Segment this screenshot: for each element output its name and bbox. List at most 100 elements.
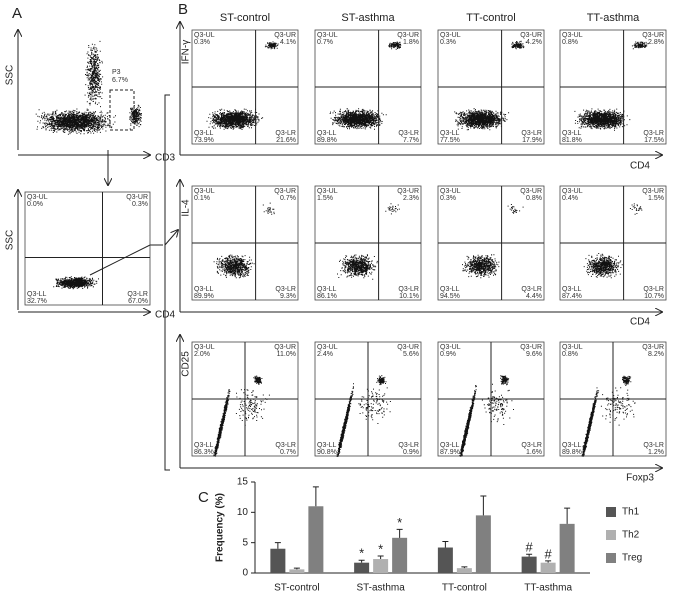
quadrant-value: 86.3% [194, 449, 214, 456]
x-tick-label: ST-control [274, 583, 320, 594]
quadrant-name: Q3-LR [643, 442, 664, 449]
quadrant-value: 0.8% [562, 351, 578, 358]
quadrant-value: 4.4% [526, 293, 542, 300]
quadrant-name: Q3-UL [317, 344, 338, 351]
quadrant-name: Q3-LR [275, 286, 296, 293]
bar [392, 537, 408, 573]
quadrant-value: 1.2% [648, 449, 664, 456]
quadrant-name: Q3-UR [642, 32, 664, 39]
quadrant-name: Q3-UL [562, 188, 583, 195]
quadrant-name: Q3-LL [317, 442, 337, 449]
quadrant-name: Q3-UL [440, 188, 461, 195]
quadrant-name: Q3-UL [317, 188, 338, 195]
event-dots [213, 254, 255, 279]
y-tick-label: 0 [242, 568, 248, 579]
quadrant-name: Q3-UL [440, 344, 461, 351]
event-dots [511, 40, 527, 50]
quadrant-value: 21.6% [276, 137, 296, 144]
event-dots [600, 387, 636, 426]
event-dots [629, 203, 643, 215]
quadrant-value: 1.5% [317, 195, 333, 202]
quadrant-name: Q3-LR [643, 130, 664, 137]
event-dots [462, 254, 500, 279]
event-dots [84, 40, 104, 108]
significance-marker: # [526, 540, 534, 555]
quadrant-name: Q3-UR [642, 188, 664, 195]
error-bar [377, 555, 384, 560]
quadrant-name: Q3-LL [562, 286, 582, 293]
error-bar [358, 559, 365, 563]
panel-label: B [178, 1, 188, 18]
quadrant-value: 0.3% [132, 201, 148, 208]
quadrant-name: Q3-UR [520, 188, 542, 195]
quadrant-value: 1.8% [403, 39, 419, 46]
quadrant-value: 10.7% [644, 293, 664, 300]
y-tick-label: 5 [242, 537, 248, 548]
event-dots [454, 108, 510, 131]
quadrant-value: 4.1% [280, 39, 296, 46]
quadrant-name: Q3-LR [398, 286, 419, 293]
panel-label: C [198, 489, 209, 506]
quadrant-value: 7.7% [403, 137, 419, 144]
quadrant-value: 17.5% [644, 137, 664, 144]
quadrant-value: 10.1% [399, 293, 419, 300]
bar [475, 515, 491, 573]
significance-marker: * [359, 546, 364, 561]
bar [270, 548, 286, 573]
quadrant-value: 0.7% [280, 195, 296, 202]
quadrant-value: 2.4% [317, 351, 333, 358]
quadrant-name: Q3-LL [194, 130, 214, 137]
event-dots [583, 253, 623, 279]
quadrant-value: 94.5% [440, 293, 460, 300]
event-dots [253, 375, 263, 385]
quadrant-name: Q3-UR [126, 194, 148, 201]
quadrant-value: 0.7% [317, 39, 333, 46]
quadrant-name: Q3-LR [275, 442, 296, 449]
quadrant-value: 0.3% [440, 195, 456, 202]
axis-label: SSC [5, 65, 16, 86]
quadrant-value: 67.0% [128, 298, 148, 305]
quadrant-name: Q3-LR [275, 130, 296, 137]
quadrant-value: 8.2% [648, 351, 664, 358]
event-dots [481, 383, 514, 425]
error-bar [564, 507, 571, 524]
panel-label: A [12, 5, 22, 22]
error-bar [480, 495, 487, 516]
quadrant-value: 87.4% [562, 293, 582, 300]
quadrant-name: Q3-LL [562, 130, 582, 137]
event-dots [129, 104, 142, 130]
event-dots [264, 41, 279, 50]
event-dots [235, 389, 270, 426]
event-dots [507, 204, 524, 214]
significance-marker: # [545, 546, 553, 561]
event-dots [262, 202, 275, 215]
quadrant-name: Q3-LL [562, 442, 582, 449]
event-dots [622, 375, 632, 386]
quadrant-name: Q3-LL [440, 442, 460, 449]
quadrant-value: 90.8% [317, 449, 337, 456]
quadrant-value: 86.1% [317, 293, 337, 300]
quadrant-value: 32.7% [27, 298, 47, 305]
plot-frame [24, 191, 151, 306]
axis-label: CD3 [155, 153, 175, 164]
legend-label: Th2 [622, 530, 640, 541]
axis-label: IFN-γ [181, 40, 192, 64]
axes [18, 22, 662, 470]
quadrant-name: Q3-LR [127, 291, 148, 298]
quadrant-name: Q3-LL [194, 286, 214, 293]
bar [308, 506, 324, 573]
column-header: ST-asthma [341, 12, 395, 24]
quadrant-name: Q3-UL [194, 32, 215, 39]
bar [456, 568, 472, 573]
axis-label: Foxp3 [626, 473, 654, 484]
quadrant-name: Q3-UR [274, 344, 296, 351]
quadrant-name: Q3-UR [397, 188, 419, 195]
quadrant-value: 0.8% [526, 195, 542, 202]
bar [354, 562, 370, 573]
event-dots [581, 387, 600, 457]
axis-label: CD4 [155, 310, 175, 321]
error-bar [274, 542, 281, 549]
quadrant-name: Q3-UL [194, 188, 215, 195]
